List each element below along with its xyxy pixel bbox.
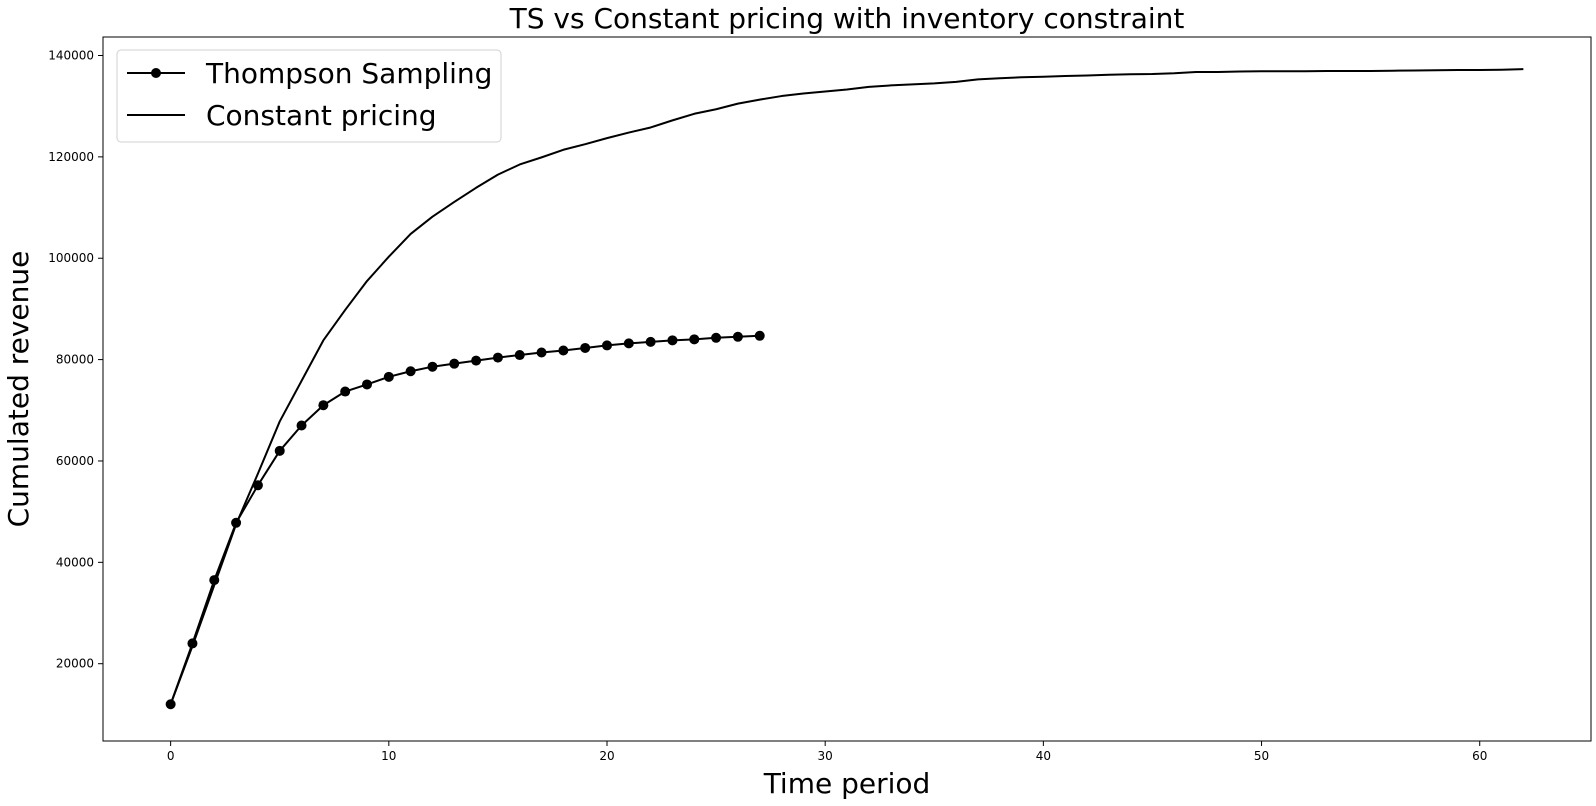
legend-label-constant-pricing: Constant pricing [206,99,437,132]
data-point-thompson-sampling [252,480,263,491]
legend-label-thompson-sampling: Thompson Sampling [205,57,492,90]
data-point-thompson-sampling [318,400,329,411]
legend-box [116,49,502,143]
x-tick-label: 50 [1254,749,1269,763]
data-point-thompson-sampling [405,366,416,377]
x-tick-label: 10 [381,749,396,763]
x-tick-label: 0 [167,749,175,763]
chart-title: TS vs Constant pricing with inventory co… [509,2,1185,35]
data-point-thompson-sampling [623,338,634,349]
data-point-thompson-sampling [427,361,438,372]
data-point-thompson-sampling [645,336,656,347]
legend: Thompson Sampling Constant pricing [116,49,502,143]
data-point-thompson-sampling [340,386,351,397]
data-point-thompson-sampling [689,334,700,345]
series-line-constant-pricing [169,68,1524,705]
data-point-thompson-sampling [732,331,743,342]
plot-frame [102,36,1592,742]
data-point-thompson-sampling [558,345,569,356]
y-tick-label: 20000 [56,657,94,671]
y-tick-label: 80000 [56,353,94,367]
y-axis: 20000 40000 60000 80000 100000 120000 140000 [48,48,103,671]
y-tick-label: 60000 [56,454,94,468]
data-point-thompson-sampling [667,335,678,346]
x-tick-label: 20 [599,749,614,763]
data-point-thompson-sampling [514,350,525,361]
series-layer [165,68,1524,710]
x-tick-label: 30 [818,749,833,763]
y-tick-label: 100000 [48,251,94,265]
y-tick-label: 120000 [48,150,94,164]
data-point-thompson-sampling [362,379,372,390]
data-point-thompson-sampling [754,330,765,341]
data-point-thompson-sampling [580,342,591,353]
y-tick-label: 40000 [56,555,94,569]
data-point-thompson-sampling [711,332,722,343]
data-point-thompson-sampling [274,445,285,456]
legend-marker-thompson-sampling [151,68,161,78]
x-axis: 0 10 20 30 40 50 60 [167,741,1487,763]
data-point-thompson-sampling [492,352,503,363]
y-axis-title: Cumulated revenue [2,251,35,528]
data-point-thompson-sampling [383,371,394,382]
y-tick-label: 140000 [48,48,94,62]
series-line-thompson-sampling [169,334,760,705]
data-point-thompson-sampling [536,347,547,358]
data-point-thompson-sampling [602,340,612,351]
x-axis-title: Time period [763,767,931,800]
data-point-thompson-sampling [165,699,176,710]
x-tick-label: 40 [1036,749,1051,763]
data-point-thompson-sampling [296,420,307,431]
data-point-thompson-sampling [449,358,460,369]
x-tick-label: 60 [1472,749,1487,763]
data-point-thompson-sampling [471,355,482,366]
